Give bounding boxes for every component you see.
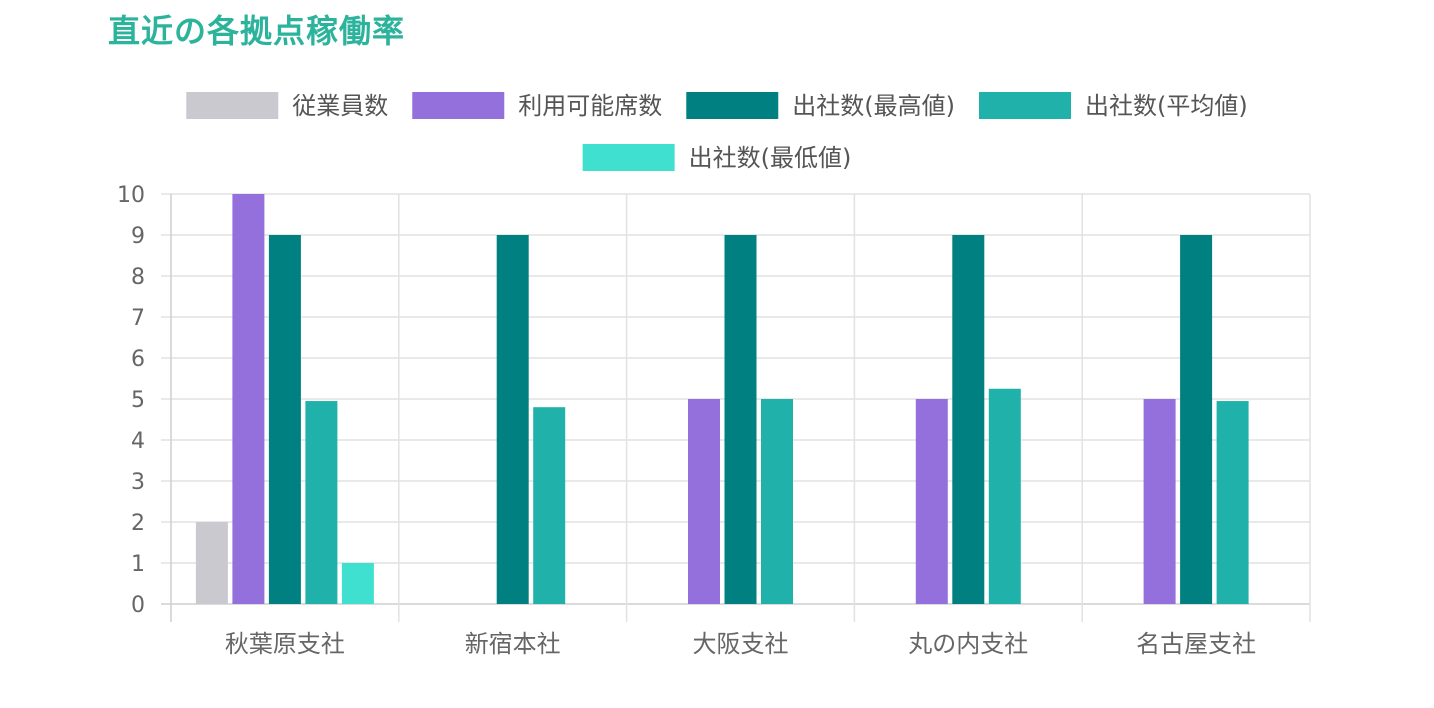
x-tick-label: 新宿本社 bbox=[465, 630, 561, 658]
y-tick-label: 1 bbox=[131, 552, 145, 577]
y-tick-label: 4 bbox=[131, 429, 145, 454]
y-tick-label: 0 bbox=[131, 593, 145, 618]
legend-label[interactable]: 従業員数 bbox=[292, 92, 388, 120]
legend-swatch[interactable] bbox=[979, 92, 1071, 119]
legend-swatch[interactable] bbox=[686, 92, 779, 119]
legend-label[interactable]: 出社数(最高値) bbox=[792, 92, 955, 120]
x-tick-label: 秋葉原支社 bbox=[225, 630, 345, 658]
y-tick-label: 3 bbox=[131, 470, 145, 495]
legend-swatch[interactable] bbox=[582, 144, 675, 171]
bar[interactable] bbox=[761, 399, 793, 604]
y-tick-label: 2 bbox=[131, 511, 145, 536]
x-tick-label: 名古屋支社 bbox=[1136, 630, 1256, 658]
x-tick-label: 大阪支社 bbox=[693, 630, 789, 658]
bar[interactable] bbox=[305, 401, 338, 604]
legend-label[interactable]: 出社数(平均値) bbox=[1085, 92, 1248, 120]
y-tick-label: 5 bbox=[131, 388, 145, 413]
legend-swatch[interactable] bbox=[412, 92, 505, 119]
bar[interactable] bbox=[915, 399, 948, 604]
bar[interactable] bbox=[533, 407, 566, 604]
chart-title: 直近の各拠点稼働率 bbox=[108, 12, 406, 50]
bar[interactable] bbox=[341, 563, 374, 604]
bar[interactable] bbox=[1216, 401, 1249, 604]
legend-label[interactable]: 利用可能席数 bbox=[518, 92, 662, 120]
chart-legend: 従業員数 利用可能席数 出社数(最高値) 出社数(平均値) 出社数(最低値) bbox=[186, 92, 1248, 172]
x-axis: 秋葉原支社 新宿本社 大阪支社 丸の内支社 名古屋支社 bbox=[225, 630, 1256, 658]
bar[interactable] bbox=[952, 235, 985, 604]
bar[interactable] bbox=[1180, 235, 1213, 604]
y-axis: 0 1 2 3 4 5 6 7 8 9 10 bbox=[117, 183, 145, 618]
y-tick-label: 8 bbox=[131, 265, 145, 290]
bar[interactable] bbox=[688, 399, 720, 604]
y-tick-label: 7 bbox=[131, 306, 145, 331]
bar[interactable] bbox=[1143, 399, 1176, 604]
y-tick-label: 10 bbox=[117, 183, 145, 208]
y-tick-label: 9 bbox=[131, 224, 145, 249]
bar[interactable] bbox=[988, 388, 1021, 604]
x-tick-label: 丸の内支社 bbox=[908, 630, 1028, 658]
bar[interactable] bbox=[195, 522, 228, 604]
bar[interactable] bbox=[724, 235, 757, 604]
chart-bars bbox=[195, 194, 1249, 604]
bar[interactable] bbox=[496, 235, 529, 604]
y-tick-label: 6 bbox=[131, 347, 145, 372]
legend-label[interactable]: 出社数(最低値) bbox=[689, 144, 852, 172]
legend-swatch[interactable] bbox=[186, 92, 279, 119]
bar[interactable] bbox=[268, 235, 301, 604]
bar[interactable] bbox=[232, 194, 265, 604]
